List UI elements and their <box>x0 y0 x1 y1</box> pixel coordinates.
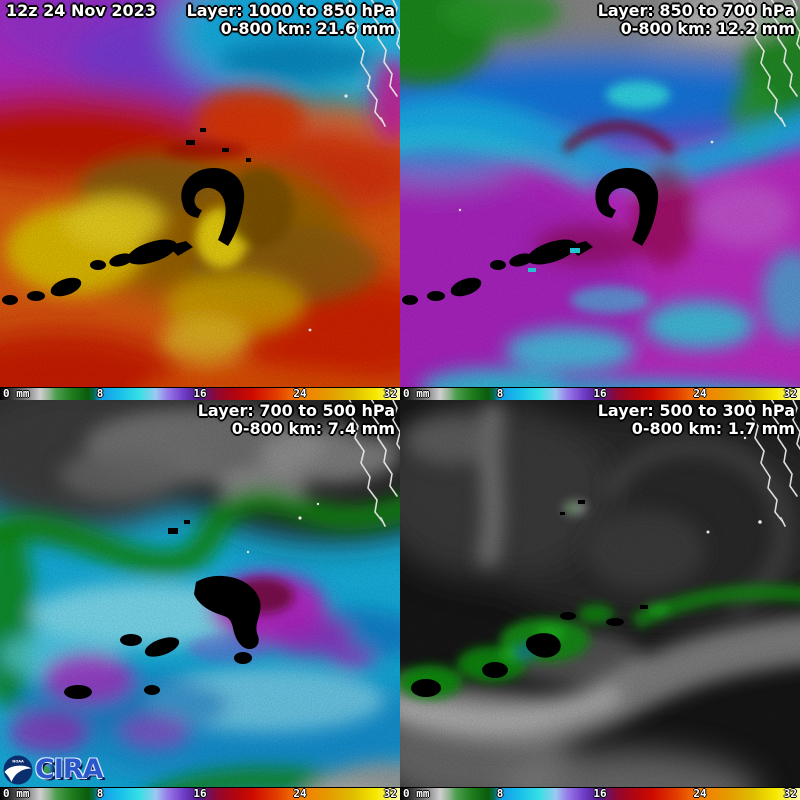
noaa-logo: NOAA <box>3 755 33 785</box>
colorbar-tick: 16 <box>193 787 207 800</box>
colorbar-tick: 32 <box>783 787 797 800</box>
colorbar-tick: 8 <box>96 387 104 400</box>
layer-value: 0-800 km: 12.2 mm <box>620 19 795 38</box>
colorbar-tick: 32 <box>383 387 397 400</box>
colorbar-tick: 16 <box>593 387 607 400</box>
colorbar-tick: 16 <box>593 787 607 800</box>
colorbar-tick: 24 <box>293 787 307 800</box>
noise-texture <box>0 0 400 400</box>
colorbar-tick: 0 mm <box>3 387 30 400</box>
panel-1000-850hpa: 12z 24 Nov 2023 Layer: 1000 to 850 hPa 0… <box>0 0 400 400</box>
layer-label: Layer: 850 to 700 hPa <box>597 1 795 20</box>
colorbar: 0 mm 8 16 24 32 <box>400 787 800 800</box>
panel-850-700hpa: Layer: 850 to 700 hPa 0-800 km: 12.2 mm … <box>400 0 800 400</box>
layer-value: 0-800 km: 21.6 mm <box>220 19 395 38</box>
colorbar-tick: 32 <box>783 387 797 400</box>
colorbar: 0 mm 8 16 24 32 <box>0 787 400 800</box>
satellite-moisture-image-850-700 <box>400 0 800 400</box>
cira-logo-text: CIRA <box>35 754 104 785</box>
layer-label: Layer: 1000 to 850 hPa <box>186 1 395 20</box>
noise-texture <box>400 0 800 400</box>
earth-globe-icon <box>38 762 55 779</box>
panel-700-500hpa: Layer: 700 to 500 hPa 0-800 km: 7.4 mm N… <box>0 400 400 800</box>
layer-label: Layer: 500 to 300 hPa <box>597 401 795 420</box>
timestamp: 12z 24 Nov 2023 <box>6 1 156 20</box>
colorbar-tick: 0 mm <box>3 787 30 800</box>
noise-texture <box>0 400 400 800</box>
colorbar-tick: 24 <box>693 787 707 800</box>
layer-value: 0-800 km: 1.7 mm <box>631 419 795 438</box>
cira-logo: CIRA <box>35 754 104 785</box>
noise-texture <box>400 400 800 800</box>
colorbar: 0 mm 8 16 24 32 <box>400 387 800 400</box>
colorbar-tick: 8 <box>96 787 104 800</box>
satellite-moisture-image-1000-850 <box>0 0 400 400</box>
satellite-moisture-image-500-300 <box>400 400 800 800</box>
colorbar-tick: 32 <box>383 787 397 800</box>
agency-logos: NOAA CIRA <box>3 754 104 786</box>
colorbar-tick: 24 <box>293 387 307 400</box>
colorbar-tick: 24 <box>693 387 707 400</box>
satellite-moisture-image-700-500 <box>0 400 400 800</box>
layer-label: Layer: 700 to 500 hPa <box>197 401 395 420</box>
colorbar: 0 mm 8 16 24 32 <box>0 387 400 400</box>
colorbar-tick: 0 mm <box>403 787 430 800</box>
colorbar-tick: 8 <box>496 387 504 400</box>
colorbar-tick: 16 <box>193 387 207 400</box>
panel-500-300hpa: Layer: 500 to 300 hPa 0-800 km: 1.7 mm 0… <box>400 400 800 800</box>
colorbar-tick: 0 mm <box>403 387 430 400</box>
layer-value: 0-800 km: 7.4 mm <box>231 419 395 438</box>
noaa-logo-text: NOAA <box>12 760 24 764</box>
noaa-seagull-icon <box>4 765 32 782</box>
colorbar-tick: 8 <box>496 787 504 800</box>
